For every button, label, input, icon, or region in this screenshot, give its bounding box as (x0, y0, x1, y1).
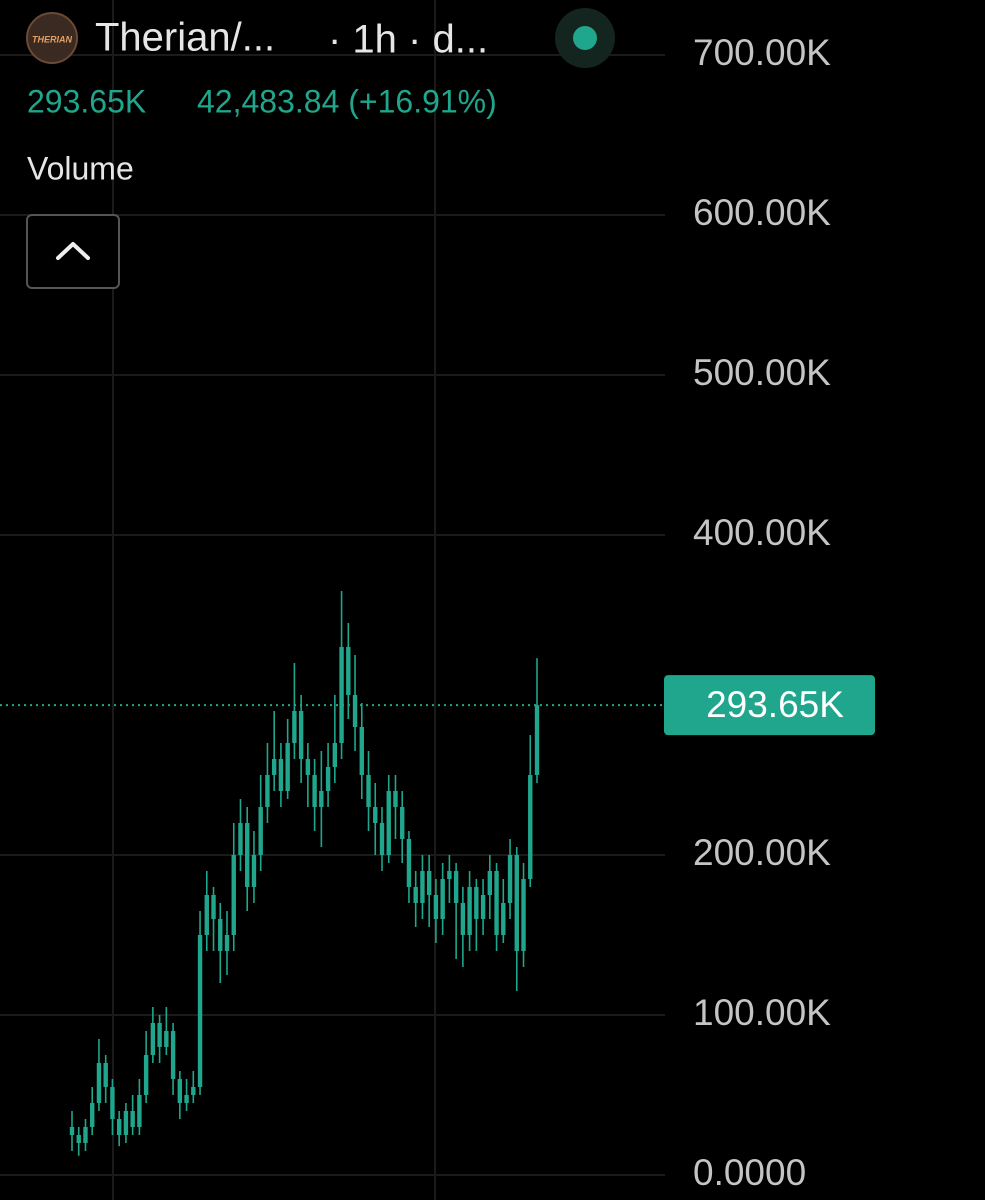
candle-body (298, 711, 304, 759)
logo (26, 12, 78, 64)
candle-body (373, 807, 378, 823)
y-tick-label: 600.00K (693, 192, 831, 233)
status-dot (573, 26, 597, 50)
price-tag (664, 675, 875, 736)
price-tag-label: 293.65K (706, 684, 844, 725)
candle-body (521, 879, 526, 951)
candle-body (130, 1111, 135, 1127)
candle-body (346, 647, 351, 695)
button-box[interactable] (26, 214, 120, 289)
candle-body (177, 1079, 183, 1103)
candle-body (137, 1095, 142, 1127)
collapse-button[interactable] (26, 214, 120, 289)
candle-body (507, 855, 513, 903)
candle-body (218, 919, 223, 951)
candle-body (278, 759, 284, 791)
symbol: Therian/... (95, 16, 275, 60)
candle-body (292, 711, 297, 743)
candle-body (440, 879, 445, 919)
candle-body (319, 791, 324, 807)
candle-body (413, 887, 418, 903)
candle-body (258, 807, 263, 855)
candle-body (453, 871, 459, 903)
candle-body (305, 759, 311, 775)
candle-body (474, 887, 479, 919)
price-marker: 293.65K (0, 675, 875, 736)
candle-body (285, 743, 290, 791)
candle-body (426, 871, 432, 895)
candle-body (501, 903, 506, 935)
candle-body (447, 871, 452, 879)
y-tick-label: 200.00K (693, 832, 831, 873)
candle-body (339, 647, 344, 743)
y-tick-label: 700.00K (693, 32, 831, 73)
candle-body (116, 1119, 122, 1135)
chevron[interactable] (56, 242, 90, 260)
candle-body (332, 743, 338, 767)
candle-body (143, 1055, 149, 1095)
candle-body (110, 1087, 115, 1119)
candle-body (386, 791, 391, 855)
indicator-label: Volume (27, 150, 134, 186)
candle-body (312, 775, 317, 807)
candle-body (231, 855, 236, 935)
candle-body (265, 775, 270, 807)
candle-body (534, 705, 540, 775)
candle-body (184, 1095, 189, 1103)
candle-body (325, 767, 331, 791)
interval: · 1h · d... (328, 18, 488, 62)
candle-body (528, 775, 533, 879)
candle-body (393, 791, 398, 807)
candle-body (480, 895, 486, 919)
candle-body (197, 935, 203, 1087)
candle-body (103, 1063, 108, 1087)
y-tick-label: 0.0000 (693, 1152, 806, 1193)
candle-body (271, 759, 277, 775)
candle-body (164, 1031, 169, 1047)
candle-body (191, 1087, 196, 1095)
candle-body (514, 855, 519, 951)
candle-body (157, 1023, 162, 1047)
candle-body (211, 895, 216, 919)
candle-body (170, 1031, 176, 1079)
candle-body (379, 823, 385, 855)
candle-body (420, 871, 425, 903)
candle-body (83, 1127, 88, 1143)
candle-body (76, 1135, 81, 1143)
candle-body (359, 727, 364, 775)
candle-body (400, 807, 405, 839)
last-price: 293.65K (27, 83, 146, 119)
candle-body (123, 1111, 129, 1135)
candle-body (245, 823, 250, 887)
candle-body (69, 1127, 75, 1135)
candle-body (251, 855, 257, 887)
candle-body (150, 1023, 156, 1055)
candle-body (238, 823, 243, 855)
y-tick-label: 100.00K (693, 992, 831, 1033)
y-tick-label: 500.00K (693, 352, 831, 393)
candle-body (90, 1103, 95, 1127)
candle-body (494, 871, 499, 935)
grid: 0.0000 100.00K 200.00K 400.00K 500.00K 600.00… (0, 32, 831, 1193)
candle-body (224, 935, 230, 951)
candle-body (96, 1063, 102, 1103)
candle-body (433, 895, 439, 919)
change: 42,483.84 (+16.91%) (197, 83, 497, 119)
candle-body (487, 871, 493, 895)
y-tick-label: 400.00K (693, 512, 831, 553)
candle-body (460, 903, 466, 935)
candle-body (406, 839, 412, 887)
candle-body (352, 695, 358, 727)
candle-body (366, 775, 371, 807)
candles (69, 591, 540, 1156)
logo-text: THERIAN (32, 34, 72, 44)
candle-body (467, 887, 472, 935)
candle-body (204, 895, 209, 935)
